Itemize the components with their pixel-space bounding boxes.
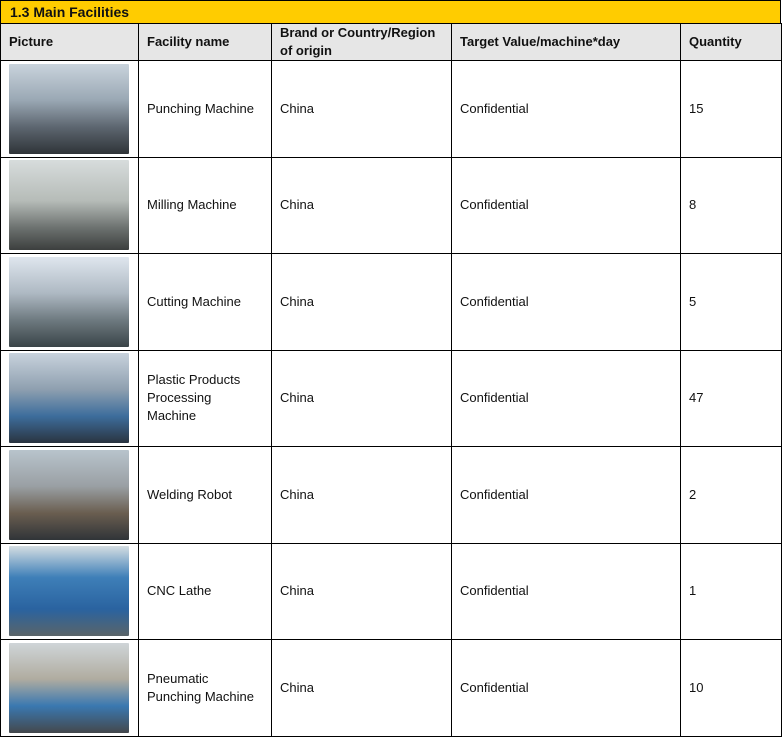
facility-photo xyxy=(9,353,129,444)
picture-cell xyxy=(0,60,139,158)
picture-cell xyxy=(0,542,139,640)
table-row: Plastic Products Processing Machine Chin… xyxy=(0,349,782,447)
table-row: Milling Machine China Confidential 8 xyxy=(0,156,782,254)
facility-name: Plastic Products Processing Machine xyxy=(138,349,272,447)
quantity: 1 xyxy=(680,542,782,640)
quantity: 8 xyxy=(680,156,782,254)
target-value: Confidential xyxy=(451,542,681,640)
target-value: Confidential xyxy=(451,60,681,158)
facility-name: Pneumatic Punching Machine xyxy=(138,639,272,737)
origin: China xyxy=(271,60,452,158)
target-value: Confidential xyxy=(451,446,681,544)
header-facility-name: Facility name xyxy=(138,23,272,61)
header-quantity: Quantity xyxy=(680,23,782,61)
facilities-table: Picture Facility name Brand or Country/R… xyxy=(0,23,782,737)
picture-cell xyxy=(0,446,139,544)
picture-cell xyxy=(0,253,139,351)
facility-photo xyxy=(9,63,129,154)
origin: China xyxy=(271,446,452,544)
target-value: Confidential xyxy=(451,156,681,254)
header-origin: Brand or Country/Region of origin xyxy=(271,23,452,61)
quantity: 15 xyxy=(680,60,782,158)
header-target-value: Target Value/machine*day xyxy=(451,23,681,61)
origin: China xyxy=(271,349,452,447)
facility-name: Punching Machine xyxy=(138,60,272,158)
quantity: 2 xyxy=(680,446,782,544)
origin: China xyxy=(271,156,452,254)
table-row: Cutting Machine China Confidential 5 xyxy=(0,253,782,351)
target-value: Confidential xyxy=(451,253,681,351)
facility-photo xyxy=(9,449,129,540)
facility-name: Welding Robot xyxy=(138,446,272,544)
table-row: CNC Lathe China Confidential 1 xyxy=(0,542,782,640)
facility-name: CNC Lathe xyxy=(138,542,272,640)
table-header-row: Picture Facility name Brand or Country/R… xyxy=(0,23,782,61)
facility-name: Cutting Machine xyxy=(138,253,272,351)
quantity: 10 xyxy=(680,639,782,737)
target-value: Confidential xyxy=(451,349,681,447)
table-row: Pneumatic Punching Machine China Confide… xyxy=(0,639,782,737)
facility-photo xyxy=(9,642,129,733)
table-row: Welding Robot China Confidential 2 xyxy=(0,446,782,544)
facility-photo xyxy=(9,256,129,347)
origin: China xyxy=(271,253,452,351)
origin: China xyxy=(271,639,452,737)
picture-cell xyxy=(0,156,139,254)
facility-name: Milling Machine xyxy=(138,156,272,254)
quantity: 47 xyxy=(680,349,782,447)
picture-cell xyxy=(0,639,139,737)
table-row: Punching Machine China Confidential 15 xyxy=(0,60,782,158)
target-value: Confidential xyxy=(451,639,681,737)
header-picture: Picture xyxy=(0,23,139,61)
facility-photo xyxy=(9,160,129,251)
picture-cell xyxy=(0,349,139,447)
facility-photo xyxy=(9,546,129,637)
quantity: 5 xyxy=(680,253,782,351)
section-title: 1.3 Main Facilities xyxy=(0,0,781,24)
origin: China xyxy=(271,542,452,640)
